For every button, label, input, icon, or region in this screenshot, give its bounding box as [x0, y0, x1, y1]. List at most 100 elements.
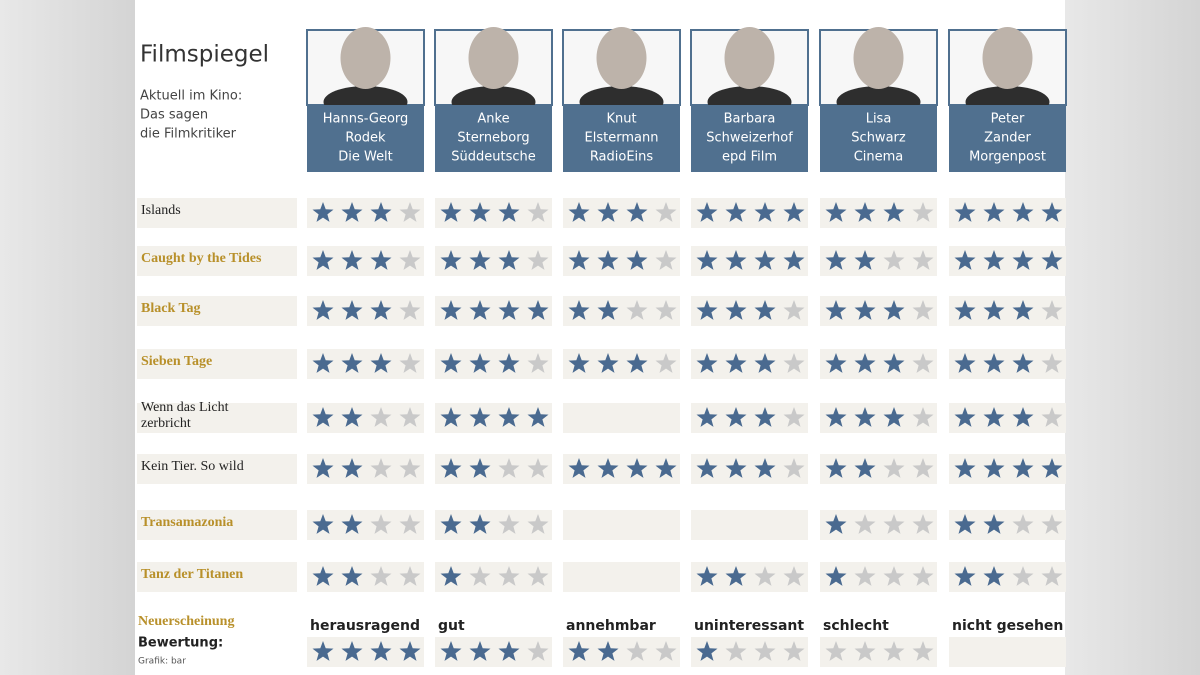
star: [696, 202, 718, 222]
star: [883, 566, 905, 586]
star-rating: [440, 514, 549, 534]
star: [527, 458, 549, 478]
star-rating: [568, 641, 677, 661]
star: [312, 641, 334, 661]
credit: Grafik: bar: [138, 657, 186, 667]
critic-name: epd Film: [722, 150, 777, 165]
star: [469, 250, 491, 270]
star: [825, 514, 847, 534]
star-rating: [440, 566, 549, 586]
star: [854, 202, 876, 222]
star: [440, 458, 462, 478]
legend-label: gut: [438, 618, 465, 634]
legend-label: uninteressant: [694, 618, 804, 634]
film-title: Wenn das Licht: [141, 400, 229, 415]
star: [725, 202, 747, 222]
star-rating: [440, 250, 549, 270]
star: [983, 514, 1005, 534]
star: [312, 300, 334, 320]
star: [399, 353, 421, 373]
star: [341, 641, 363, 661]
critic-name: Peter: [991, 112, 1025, 127]
legend-label: schlecht: [823, 618, 889, 634]
star: [312, 566, 334, 586]
critic-name: Schwarz: [851, 131, 906, 146]
star: [527, 566, 549, 586]
star: [568, 250, 590, 270]
star: [783, 458, 805, 478]
star: [655, 458, 677, 478]
star: [1041, 202, 1063, 222]
subtitle: die Filmkritiker: [140, 127, 237, 142]
star: [854, 300, 876, 320]
star: [626, 250, 648, 270]
star: [754, 353, 776, 373]
subtitle: Das sagen: [140, 108, 208, 123]
star-rating: [696, 641, 805, 661]
star: [783, 250, 805, 270]
star: [725, 458, 747, 478]
star: [626, 202, 648, 222]
star: [825, 300, 847, 320]
rating-cell: [949, 637, 1066, 667]
star: [825, 566, 847, 586]
portrait-head: [340, 27, 391, 89]
star: [469, 641, 491, 661]
star: [783, 566, 805, 586]
star: [954, 514, 976, 534]
star-rating: [312, 407, 421, 427]
star: [725, 250, 747, 270]
star: [469, 407, 491, 427]
star: [399, 250, 421, 270]
legend-label: annehmbar: [566, 618, 656, 634]
star: [825, 202, 847, 222]
star: [399, 566, 421, 586]
star: [312, 514, 334, 534]
star: [954, 407, 976, 427]
star: [754, 566, 776, 586]
star-rating: [954, 202, 1063, 222]
film-title: Tanz der Titanen: [141, 567, 243, 582]
legend-label: nicht gesehen: [952, 618, 1063, 634]
star: [626, 300, 648, 320]
star: [983, 202, 1005, 222]
star: [912, 458, 934, 478]
name-box: [307, 105, 424, 172]
name-box: [820, 105, 937, 172]
star-rating: [954, 458, 1063, 478]
star: [983, 300, 1005, 320]
portrait-head: [724, 27, 775, 89]
star: [883, 353, 905, 373]
star: [597, 202, 619, 222]
star: [655, 250, 677, 270]
star: [440, 300, 462, 320]
star-rating: [696, 566, 805, 586]
star: [498, 407, 520, 427]
name-box: [563, 105, 680, 172]
star: [912, 202, 934, 222]
star: [498, 353, 520, 373]
star-rating: [440, 300, 549, 320]
star: [469, 566, 491, 586]
star: [469, 202, 491, 222]
star-rating: [696, 407, 805, 427]
star: [854, 514, 876, 534]
star-rating: [825, 514, 934, 534]
star: [754, 641, 776, 661]
star: [312, 407, 334, 427]
star-rating: [954, 514, 1063, 534]
star: [825, 407, 847, 427]
star: [370, 514, 392, 534]
star: [568, 300, 590, 320]
star: [1012, 407, 1034, 427]
backdrop: [1065, 0, 1200, 675]
star: [912, 250, 934, 270]
star: [498, 514, 520, 534]
star: [1041, 514, 1063, 534]
star: [983, 407, 1005, 427]
critic-name: Knut: [606, 112, 636, 127]
star: [527, 250, 549, 270]
star: [696, 250, 718, 270]
star-rating: [312, 202, 421, 222]
